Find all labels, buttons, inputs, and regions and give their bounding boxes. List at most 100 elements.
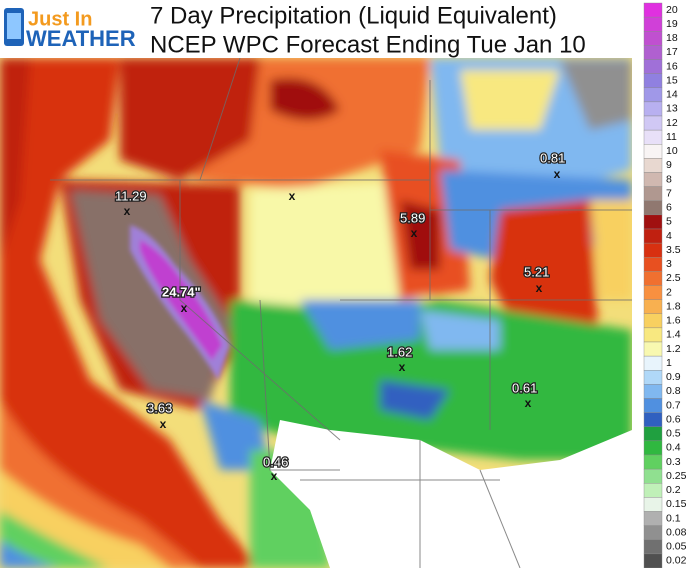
legend-label: 2.5 xyxy=(666,272,681,284)
map-label: 0.81 xyxy=(540,150,565,165)
legend-label: 0.4 xyxy=(666,442,681,454)
legend-label: 6 xyxy=(666,202,672,214)
legend-label: 0.6 xyxy=(666,413,681,425)
legend-swatch xyxy=(643,87,663,103)
legend-swatch xyxy=(643,45,663,60)
legend-label: 3 xyxy=(666,258,672,270)
legend-label: 1.6 xyxy=(666,315,681,327)
legend-swatch xyxy=(643,355,663,371)
legend-swatch xyxy=(643,115,663,131)
legend-label: 0.08 xyxy=(666,526,687,538)
map-labels: 11.29 x x 24.74" x 5.89 x 0.81 x 5.21 x … xyxy=(114,149,567,483)
legend-label: 18 xyxy=(666,32,678,44)
marker: x xyxy=(399,360,406,374)
legend-swatch xyxy=(643,186,663,201)
legend-swatch xyxy=(643,101,663,117)
legend-label: 12 xyxy=(666,117,678,129)
legend-swatch xyxy=(643,511,663,526)
legend-swatch xyxy=(643,200,663,216)
marker: x xyxy=(271,469,278,483)
legend-swatch xyxy=(643,299,663,314)
map-label: 5.21 xyxy=(524,264,549,279)
legend-label: 1.2 xyxy=(666,343,681,355)
legend-panel xyxy=(632,0,700,568)
legend-swatch xyxy=(643,285,663,300)
marker: x xyxy=(289,189,296,203)
legend-label: 4 xyxy=(666,230,672,242)
legend-label: 0.8 xyxy=(666,385,681,397)
legend-swatch xyxy=(643,172,663,187)
marker: x xyxy=(181,301,188,315)
legend-label: 11 xyxy=(666,131,677,143)
logo-screen xyxy=(7,13,21,39)
legend-label: 0.7 xyxy=(666,399,681,411)
legend-swatch xyxy=(643,158,663,173)
legend-label: 15 xyxy=(666,74,678,86)
precip-core xyxy=(130,225,230,380)
subtitle: NCEP WPC Forecast Ending Tue Jan 10 xyxy=(150,31,586,58)
legend-label: 20 xyxy=(666,4,678,16)
state-borders xyxy=(50,58,632,471)
logo-top: Just In xyxy=(28,8,92,30)
marker: x xyxy=(536,281,543,295)
map-label: 11.29 xyxy=(115,188,147,203)
legend-label: 14 xyxy=(666,89,678,101)
legend-swatch xyxy=(643,426,663,442)
legend-label: 7 xyxy=(666,187,672,199)
legend-label: 1 xyxy=(666,357,672,369)
precip-fields xyxy=(0,58,632,568)
legend-swatch xyxy=(643,497,663,512)
legend-label: 9 xyxy=(666,159,672,171)
legend-label: 13 xyxy=(666,103,678,115)
map-label: 0.46 xyxy=(263,454,288,469)
legend-label: 1.4 xyxy=(666,329,681,341)
marker: x xyxy=(160,417,167,431)
legend-swatch xyxy=(643,341,663,357)
legend-label: 16 xyxy=(666,60,678,72)
map xyxy=(0,58,632,568)
legend-swatch xyxy=(643,214,663,230)
legend-swatch xyxy=(643,370,663,385)
legend-swatch xyxy=(643,2,663,18)
legend-label: 0.25 xyxy=(666,470,687,482)
legend-swatch xyxy=(643,412,663,427)
legend-label: 3.5 xyxy=(666,244,681,256)
legend-label: 0.9 xyxy=(666,371,681,383)
map-label: 3.63 xyxy=(147,400,172,415)
legend-label: 0.5 xyxy=(666,428,681,440)
logo: Just In WEATHER xyxy=(4,8,136,51)
legend-label: 2 xyxy=(666,286,672,298)
marker: x xyxy=(554,167,561,181)
legend-label: 10 xyxy=(666,145,678,157)
legend-swatch xyxy=(643,440,663,456)
legend-swatch xyxy=(643,129,663,145)
legend-swatch xyxy=(643,271,663,286)
map-label: 24.74" xyxy=(162,284,201,299)
legend-label: 0.15 xyxy=(666,498,687,510)
legend-swatch xyxy=(643,525,663,540)
legend-swatch xyxy=(643,327,663,343)
legend-swatch xyxy=(643,59,663,74)
legend-label: 0.3 xyxy=(666,456,681,468)
legend-swatch xyxy=(643,242,663,258)
legend-label: 0.05 xyxy=(666,541,687,553)
marker: x xyxy=(411,226,418,240)
legend-swatch xyxy=(643,257,663,272)
legend-swatch xyxy=(643,553,663,568)
legend-swatch xyxy=(643,468,663,484)
legend-swatch xyxy=(643,398,663,413)
border-lines xyxy=(300,440,521,568)
legend-swatch xyxy=(643,454,663,470)
map-label: 0.61 xyxy=(512,380,537,395)
no-data-area xyxy=(270,420,632,568)
marker: x xyxy=(525,396,532,410)
legend-label: 0.1 xyxy=(666,512,681,524)
marker: x xyxy=(124,204,131,218)
legend-label: 0.02 xyxy=(666,555,687,567)
map-label: 1.62 xyxy=(387,344,412,359)
legend-swatch xyxy=(643,384,663,399)
legend-swatch xyxy=(643,483,663,498)
map-label: 5.89 xyxy=(400,210,425,225)
